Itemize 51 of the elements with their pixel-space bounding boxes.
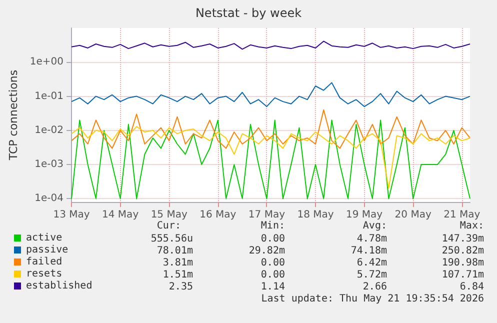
text: 107.71m xyxy=(442,270,484,280)
text: Cur: xyxy=(156,220,181,232)
line-series xyxy=(71,109,470,149)
text: Min: xyxy=(260,220,285,232)
x-tick-label: 13 May xyxy=(53,210,90,220)
x-tick-label: 17 May xyxy=(248,210,286,220)
y-tick-label: 1e-03 xyxy=(34,159,64,170)
text: 2.35 xyxy=(168,282,193,292)
chart-title: Netstat - by week xyxy=(195,6,302,20)
text: 6.42m xyxy=(356,258,387,268)
text: Last update: Thu May 21 19:35:54 2026 xyxy=(261,294,484,304)
text: 2.66 xyxy=(362,282,387,292)
text: 190.98m xyxy=(442,258,484,268)
x-tick-label: 20 May xyxy=(394,210,432,220)
line-series xyxy=(71,82,470,108)
text: Max: xyxy=(460,220,484,232)
y-tick-label: 1e-02 xyxy=(34,124,64,136)
y-tick-label: 1e-01 xyxy=(34,90,64,102)
text: 0.00 xyxy=(260,270,285,280)
x-tick-label: 18 May xyxy=(297,210,334,220)
y-tick-label: 1e+00 xyxy=(30,56,64,68)
y-tick-label: 1e-04 xyxy=(34,193,64,204)
text: 6.84 xyxy=(460,282,484,292)
line-series xyxy=(71,120,470,200)
text: 29.82m xyxy=(248,246,285,256)
text: 5.72m xyxy=(356,270,387,280)
legend-label: failed xyxy=(26,256,62,268)
legend-label: resets xyxy=(26,268,62,280)
text: 1.51m xyxy=(162,270,193,280)
text: 3.81m xyxy=(162,258,193,268)
text: 74.18m xyxy=(350,246,387,256)
x-tick-label: 14 May xyxy=(102,210,139,220)
line-series xyxy=(71,126,470,189)
text: 1.14 xyxy=(260,282,285,292)
legend-label: established xyxy=(26,280,92,292)
x-tick-label: 21 May xyxy=(444,210,480,220)
text: 147.39m xyxy=(442,234,484,244)
text: Avg: xyxy=(362,220,387,232)
legend-label: active xyxy=(26,232,62,244)
text: 78.01m xyxy=(156,246,193,256)
y-axis-title: TCP connections xyxy=(7,70,20,162)
text: 0.00 xyxy=(260,234,285,244)
x-tick-label: 16 May xyxy=(200,210,236,220)
text: 0.00 xyxy=(260,258,285,268)
text: 555.56u xyxy=(150,234,193,244)
line-series xyxy=(71,40,470,50)
x-tick-label: 19 May xyxy=(346,210,383,220)
legend-label: passive xyxy=(26,244,68,256)
x-tick-label: 15 May xyxy=(150,210,188,220)
text: 4.78m xyxy=(356,234,387,244)
text: 250.82m xyxy=(442,246,484,256)
